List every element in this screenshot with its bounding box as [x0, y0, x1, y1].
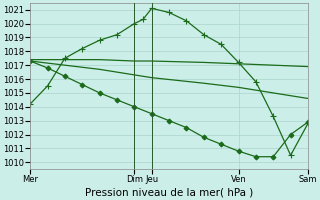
X-axis label: Pression niveau de la mer( hPa ): Pression niveau de la mer( hPa ): [85, 187, 253, 197]
